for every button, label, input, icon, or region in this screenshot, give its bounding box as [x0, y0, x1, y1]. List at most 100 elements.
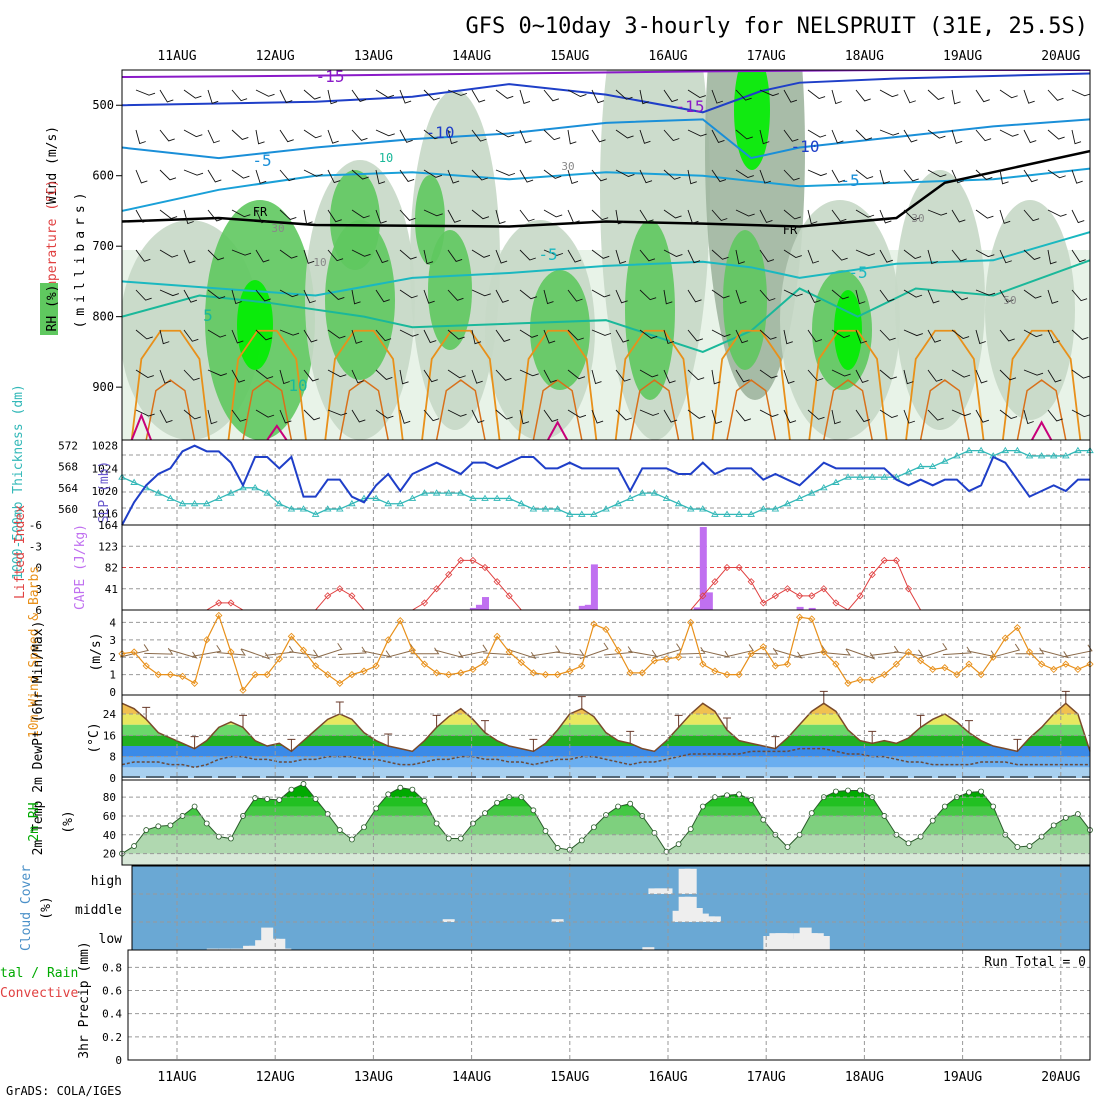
- wind-barb: [135, 329, 153, 340]
- wind-barb: [159, 249, 179, 258]
- temp-minmax-bar: [577, 696, 586, 709]
- wind-barb: [951, 169, 964, 184]
- wind-barb: [1023, 169, 1038, 183]
- wind-barb: [519, 209, 535, 222]
- temp-minmax-bar: [674, 714, 683, 728]
- wind-barb: [327, 289, 345, 300]
- wind-barb: [255, 209, 268, 224]
- wind-barb: [495, 289, 509, 303]
- cloud-cell: [672, 910, 685, 922]
- wind-barb: [1023, 209, 1040, 222]
- wind-speed-point: [287, 632, 296, 640]
- rh-point: [978, 788, 984, 795]
- lifted-tick: -6: [29, 519, 42, 532]
- lifted-index-point: [723, 563, 731, 572]
- thickness-point: [154, 489, 163, 496]
- wind-barb: [903, 89, 916, 104]
- cape-bar: [705, 592, 713, 610]
- wind-barb: [351, 249, 371, 257]
- wind-barb: [327, 89, 338, 105]
- run-total: Run Total = 0: [984, 955, 1086, 970]
- wind-barb: [783, 129, 799, 142]
- wind-barb: [879, 289, 895, 302]
- wind-barb: [231, 209, 251, 218]
- wind-barb: [183, 369, 200, 381]
- lifted-index-point: [699, 592, 707, 600]
- wind-speed-point: [674, 653, 683, 661]
- wind-speed-point: [432, 669, 441, 677]
- slp-tick: 1016: [92, 508, 119, 521]
- wind-barb: [711, 409, 723, 425]
- wind-barb: [399, 129, 413, 143]
- cloud-cell: [442, 919, 455, 922]
- wind-barb: [183, 289, 198, 303]
- cape-bar: [590, 564, 598, 610]
- thickness-point: [820, 483, 828, 491]
- wind-barb: [423, 329, 437, 344]
- wind-barb: [135, 169, 148, 184]
- cloud-unit: (%): [39, 896, 54, 919]
- wind-barb: [495, 249, 508, 264]
- top-date-label: 13AUG: [354, 49, 393, 64]
- thickness-point: [553, 505, 562, 512]
- rh-point: [699, 803, 706, 810]
- wind-barb: [615, 89, 633, 100]
- wind-speed-point: [711, 667, 719, 675]
- wind-barb: [495, 369, 512, 381]
- wind-barb: [663, 289, 673, 305]
- wind-barb: [807, 329, 823, 343]
- wind-barb: [231, 369, 246, 383]
- wind-barb: [351, 89, 367, 102]
- contour-label: 10: [379, 151, 393, 165]
- wind-barb-10m: [1015, 647, 1045, 655]
- wind-speed-point: [130, 648, 138, 656]
- temperature-contour: [122, 70, 1090, 79]
- wind-barb: [1047, 369, 1062, 383]
- cloud-level-middle: middle: [75, 903, 122, 918]
- wind-barb: [879, 249, 894, 263]
- wind-barb: [999, 369, 1017, 381]
- thickness-tick: 560: [58, 503, 78, 516]
- wind-barb: [543, 369, 557, 383]
- wind-speed-point: [602, 625, 610, 634]
- wind-barb: [879, 129, 900, 136]
- wind-barb: [567, 169, 579, 185]
- cloud-cell: [642, 947, 655, 950]
- cloud-cell: [249, 945, 262, 950]
- wind-barb: [375, 409, 394, 419]
- wind-speed-point: [638, 669, 646, 677]
- wind-speed-point: [1062, 660, 1070, 668]
- wind-barb: [999, 129, 1019, 137]
- temperature-band: [122, 746, 1090, 757]
- wind-barb: [423, 129, 442, 140]
- thickness-ylabel: 1000-500mb Thickness (dm): [11, 384, 26, 580]
- slp-series: [121, 444, 1090, 526]
- wind-barb: [423, 169, 443, 178]
- wind-barb: [759, 409, 779, 417]
- wind-speed-point: [227, 648, 235, 656]
- wind-barb: [447, 169, 460, 184]
- wind-barb: [207, 129, 220, 144]
- temperature-contour: [130, 412, 152, 440]
- wind-barb-10m: [724, 644, 754, 658]
- wind-barb: [663, 169, 681, 180]
- wind-speed-point: [747, 650, 755, 658]
- thickness-point: [795, 494, 804, 501]
- thickness-point: [130, 478, 138, 485]
- wind-barb: [615, 289, 628, 304]
- wind-barb: [207, 289, 226, 300]
- cloud-level-high: high: [91, 874, 122, 889]
- contour-labels: -15 -15 -10 -10 -5 -5 FR FR -5 -5 5 10 10 30 30 50 30 10: [203, 67, 1016, 395]
- lifted-index-point: [457, 556, 465, 564]
- wind-barb: [375, 209, 387, 224]
- wind-speed-point: [699, 660, 707, 668]
- temperature-contour: [905, 329, 985, 440]
- wind-barb-10m: [894, 649, 924, 657]
- wind-barb: [279, 249, 298, 259]
- wind-speed-point: [360, 667, 368, 675]
- wind-barb: [927, 409, 944, 421]
- wind-barb-10m: [918, 642, 948, 659]
- rh-point: [929, 817, 936, 824]
- wind-speed-point: [614, 646, 622, 654]
- thickness-point: [759, 505, 768, 512]
